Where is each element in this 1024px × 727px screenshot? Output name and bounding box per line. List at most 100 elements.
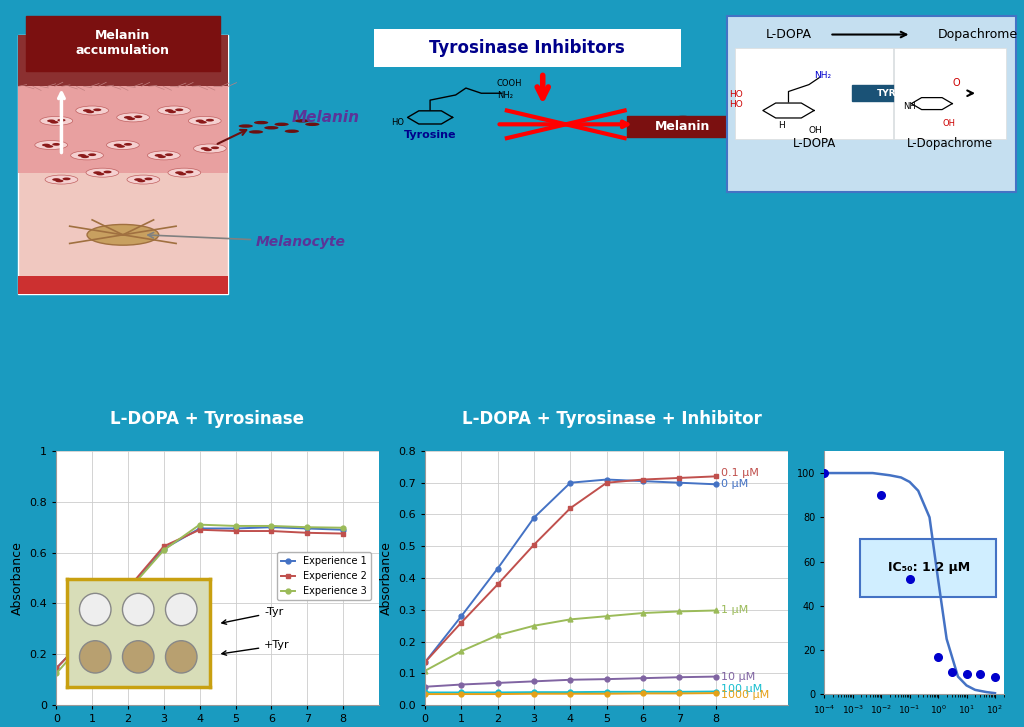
- Text: Melanin: Melanin: [655, 120, 711, 133]
- Line: Experience 2: Experience 2: [54, 527, 345, 671]
- Experience 2: [50, 664, 62, 672]
- Circle shape: [103, 171, 112, 173]
- Text: Tyrosinase Inhibitors: Tyrosinase Inhibitors: [429, 39, 626, 57]
- Text: Tyrosine: Tyrosine: [403, 130, 457, 140]
- FancyBboxPatch shape: [894, 48, 1006, 139]
- Circle shape: [93, 108, 101, 111]
- Circle shape: [168, 111, 176, 113]
- FancyBboxPatch shape: [374, 29, 681, 68]
- FancyBboxPatch shape: [727, 15, 1016, 192]
- Experience 3: [265, 521, 278, 530]
- Experience 1: [301, 524, 313, 533]
- Circle shape: [47, 119, 55, 122]
- Experience 2: [337, 529, 349, 538]
- Circle shape: [78, 154, 86, 157]
- Text: L-Dopachrome: L-Dopachrome: [907, 137, 993, 150]
- Ellipse shape: [35, 140, 68, 150]
- Ellipse shape: [166, 640, 197, 673]
- Ellipse shape: [295, 119, 309, 123]
- Circle shape: [196, 119, 204, 122]
- Line: Experience 1: Experience 1: [54, 525, 345, 671]
- Ellipse shape: [676, 116, 690, 119]
- Experience 1: [86, 626, 98, 635]
- Ellipse shape: [188, 116, 221, 125]
- Text: COOH: COOH: [497, 79, 522, 89]
- Line: Experience 3: Experience 3: [54, 522, 345, 676]
- Ellipse shape: [254, 121, 268, 124]
- Ellipse shape: [166, 593, 197, 626]
- Circle shape: [201, 147, 209, 150]
- Ellipse shape: [71, 151, 103, 160]
- Circle shape: [81, 156, 89, 158]
- Text: +Tyr: +Tyr: [222, 640, 290, 655]
- Circle shape: [124, 116, 132, 119]
- Experience 1: [50, 664, 62, 672]
- Text: OH: OH: [809, 126, 822, 135]
- Circle shape: [55, 180, 63, 182]
- Text: L-DOPA + Tyrosinase: L-DOPA + Tyrosinase: [111, 410, 304, 428]
- Text: O: O: [952, 79, 959, 89]
- Experience 2: [301, 529, 313, 537]
- Circle shape: [86, 111, 94, 113]
- Circle shape: [137, 180, 145, 182]
- Circle shape: [175, 172, 183, 174]
- Ellipse shape: [249, 130, 263, 134]
- Ellipse shape: [669, 125, 683, 129]
- Experience 2: [229, 526, 242, 535]
- Ellipse shape: [45, 175, 78, 184]
- Ellipse shape: [274, 123, 289, 126]
- Experience 2: [122, 584, 134, 593]
- Experience 1: [265, 523, 278, 531]
- Ellipse shape: [689, 119, 703, 123]
- Experience 3: [122, 587, 134, 595]
- Ellipse shape: [127, 175, 160, 184]
- Experience 2: [86, 627, 98, 635]
- Circle shape: [199, 121, 207, 124]
- Ellipse shape: [76, 106, 109, 115]
- Text: 1 μM: 1 μM: [721, 606, 749, 616]
- FancyBboxPatch shape: [18, 34, 228, 294]
- Text: 0 μM: 0 μM: [721, 479, 749, 489]
- Text: Melanin: Melanin: [292, 110, 359, 125]
- Text: OH: OH: [942, 119, 955, 128]
- Circle shape: [165, 109, 173, 112]
- Text: L-DOPA: L-DOPA: [766, 28, 811, 41]
- Circle shape: [62, 177, 71, 180]
- Text: Dopachrome: Dopachrome: [938, 28, 1018, 41]
- Bar: [18, 87, 228, 173]
- Experience 3: [50, 669, 62, 678]
- Ellipse shape: [686, 123, 700, 126]
- Experience 3: [229, 521, 242, 530]
- Text: 10 μM: 10 μM: [721, 672, 756, 682]
- Experience 1: [158, 545, 170, 553]
- Text: Melanin
accumulation: Melanin accumulation: [76, 29, 170, 57]
- Circle shape: [175, 108, 183, 111]
- Ellipse shape: [106, 140, 139, 150]
- Text: HO: HO: [729, 100, 742, 109]
- Experience 2: [158, 542, 170, 550]
- Text: 100 μM: 100 μM: [721, 684, 763, 694]
- Text: NH: NH: [903, 102, 915, 111]
- Ellipse shape: [123, 593, 154, 626]
- Ellipse shape: [80, 593, 111, 626]
- Circle shape: [114, 144, 122, 146]
- Circle shape: [117, 145, 125, 148]
- Text: NH₂: NH₂: [497, 92, 513, 100]
- Circle shape: [185, 171, 194, 173]
- Ellipse shape: [264, 126, 279, 129]
- Text: H: H: [778, 121, 785, 130]
- Circle shape: [127, 117, 135, 120]
- Bar: [18, 276, 228, 294]
- Circle shape: [45, 145, 53, 148]
- Text: HO: HO: [729, 90, 742, 100]
- Text: -Tyr: -Tyr: [222, 607, 284, 624]
- FancyBboxPatch shape: [852, 85, 966, 101]
- Text: L-DOPA: L-DOPA: [793, 137, 836, 150]
- Experience 1: [229, 524, 242, 533]
- Ellipse shape: [305, 123, 319, 126]
- Ellipse shape: [158, 106, 190, 115]
- Circle shape: [52, 143, 60, 145]
- Y-axis label: Absorbance: Absorbance: [380, 541, 392, 615]
- Ellipse shape: [80, 640, 111, 673]
- Y-axis label: Absorbance: Absorbance: [11, 541, 24, 615]
